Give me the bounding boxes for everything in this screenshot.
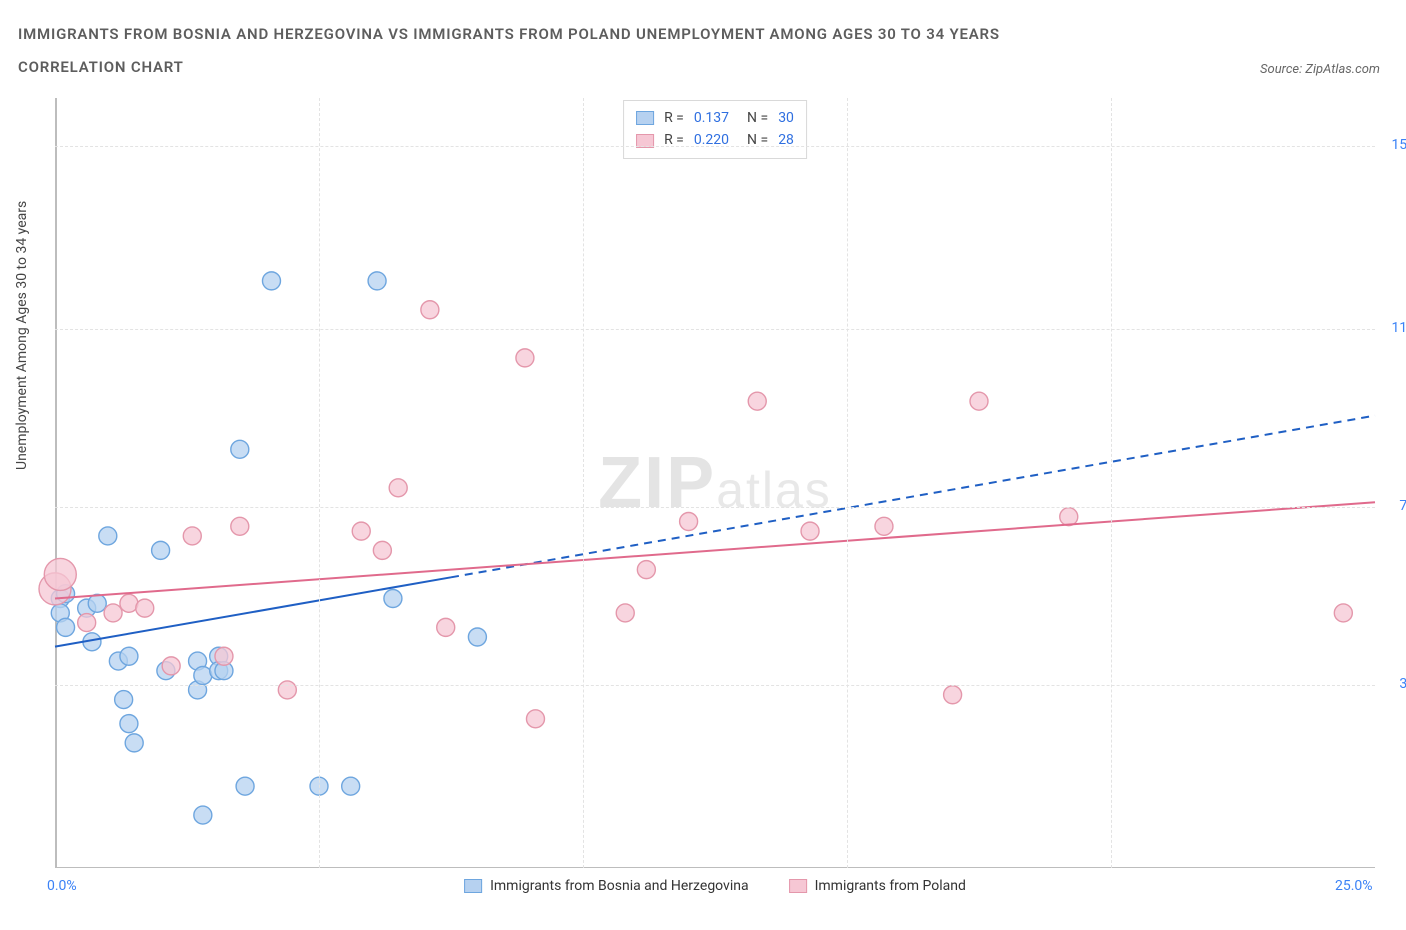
gridline-v — [847, 98, 848, 868]
point-poland — [373, 541, 391, 559]
source-label: Source: ZipAtlas.com — [1260, 62, 1380, 77]
y-tick-label: 7.5% — [1381, 498, 1406, 514]
legend-stats: R = 0.137 N = 30 R = 0.220 N = 28 — [623, 100, 807, 159]
point-bosnia — [368, 272, 386, 290]
chart-title-block: IMMIGRANTS FROM BOSNIA AND HERZEGOVINA V… — [0, 0, 1406, 84]
y-tick-label: 3.8% — [1381, 676, 1406, 692]
point-bosnia — [384, 590, 402, 608]
legend-n-value: 30 — [778, 107, 794, 129]
point-poland — [944, 686, 962, 704]
point-bosnia — [115, 691, 133, 709]
point-poland — [748, 392, 766, 410]
point-bosnia — [231, 440, 249, 458]
legend-swatch — [789, 879, 807, 893]
legend-n-label: N = — [747, 107, 768, 129]
point-poland — [136, 599, 154, 617]
trend-line-solid — [55, 502, 1375, 598]
point-bosnia — [120, 647, 138, 665]
point-poland — [278, 681, 296, 699]
x-tick-label: 0.0% — [47, 878, 77, 894]
gridline-h — [55, 507, 1375, 508]
point-bosnia — [262, 272, 280, 290]
point-bosnia — [468, 628, 486, 646]
point-bosnia — [236, 777, 254, 795]
legend-series-label: Immigrants from Bosnia and Herzegovina — [490, 878, 749, 894]
gridline-h — [55, 685, 1375, 686]
legend-n-value: 28 — [778, 129, 794, 151]
trend-line-dashed — [451, 416, 1375, 578]
point-bosnia — [120, 715, 138, 733]
point-poland — [44, 558, 76, 590]
point-bosnia — [125, 734, 143, 752]
legend-r-label: R = — [664, 107, 684, 129]
point-bosnia — [99, 527, 117, 545]
point-poland — [875, 517, 893, 535]
point-poland — [162, 657, 180, 675]
point-poland — [616, 604, 634, 622]
point-bosnia — [194, 806, 212, 824]
point-poland — [801, 522, 819, 540]
legend-r-value: 0.220 — [694, 129, 729, 151]
scatter-plot-svg — [55, 98, 1375, 868]
point-poland — [437, 618, 455, 636]
chart-area: ZIPatlas R =0.137N =30R =0.220N =28 Immi… — [55, 98, 1375, 868]
point-poland — [1060, 508, 1078, 526]
point-poland — [637, 561, 655, 579]
legend-series-item: Immigrants from Poland — [789, 878, 966, 894]
gridline-v — [1111, 98, 1112, 868]
point-poland — [389, 479, 407, 497]
gridline-h — [55, 146, 1375, 147]
legend-r-value: 0.137 — [694, 107, 729, 129]
legend-series-item: Immigrants from Bosnia and Herzegovina — [464, 878, 749, 894]
legend-stats-row: R = 0.220 N = 28 — [636, 129, 794, 151]
y-axis-label: Unemployment Among Ages 30 to 34 years — [14, 201, 30, 470]
title-line-2: CORRELATION CHART — [18, 51, 1388, 84]
legend-series-label: Immigrants from Poland — [815, 878, 966, 894]
y-tick-label: 11.2% — [1381, 320, 1406, 336]
gridline-v — [583, 98, 584, 868]
point-poland — [78, 614, 96, 632]
point-poland — [516, 349, 534, 367]
legend-swatch — [636, 111, 654, 125]
x-tick-label: 25.0% — [1335, 878, 1373, 894]
point-bosnia — [152, 541, 170, 559]
point-poland — [183, 527, 201, 545]
title-line-1: IMMIGRANTS FROM BOSNIA AND HERZEGOVINA V… — [18, 18, 1388, 51]
y-tick-label: 15.0% — [1381, 137, 1406, 153]
point-bosnia — [57, 618, 75, 636]
legend-swatch — [464, 879, 482, 893]
gridline-h — [55, 329, 1375, 330]
point-bosnia — [88, 594, 106, 612]
point-poland — [1334, 604, 1352, 622]
legend-n-label: N = — [747, 129, 768, 151]
point-poland — [352, 522, 370, 540]
legend-series: Immigrants from Bosnia and Herzegovina Im… — [464, 878, 966, 894]
point-poland — [231, 517, 249, 535]
point-bosnia — [342, 777, 360, 795]
point-poland — [421, 301, 439, 319]
point-poland — [526, 710, 544, 728]
gridline-v — [319, 98, 320, 868]
point-poland — [104, 604, 122, 622]
legend-r-label: R = — [664, 129, 684, 151]
point-poland — [215, 647, 233, 665]
point-poland — [970, 392, 988, 410]
legend-stats-row: R = 0.137 N = 30 — [636, 107, 794, 129]
point-poland — [680, 513, 698, 531]
